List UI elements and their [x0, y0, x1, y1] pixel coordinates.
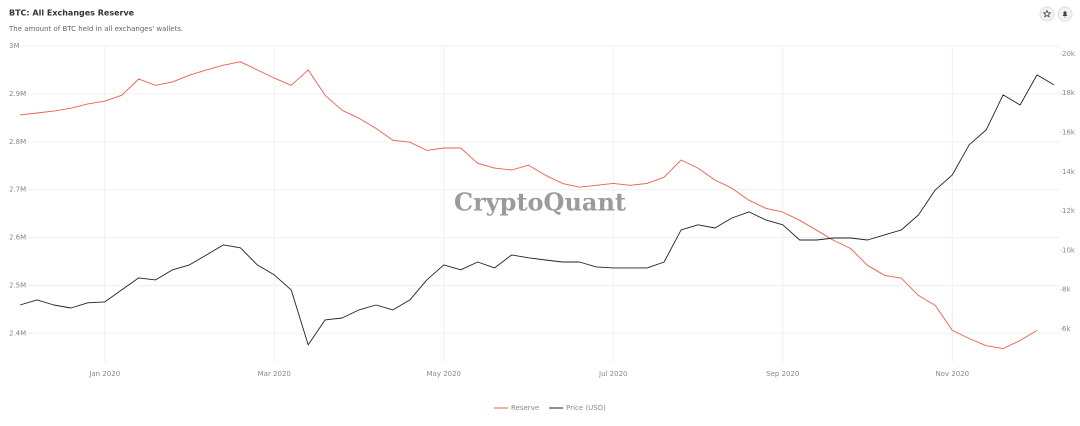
y-tick-label: 2.5M	[9, 281, 26, 289]
x-tick-label: Jul 2020	[598, 370, 628, 378]
x-tick-label: Mar 2020	[258, 370, 291, 378]
y-tick-label: 3M	[9, 42, 20, 50]
y2-tick-label: 18k	[1062, 89, 1076, 97]
y-tick-label: 2.6M	[9, 234, 26, 242]
star-button[interactable]	[1039, 6, 1055, 22]
x-tick-label: Sep 2020	[766, 370, 799, 378]
watermark: CryptoQuant	[454, 188, 626, 217]
bell-icon[interactable]	[1062, 11, 1068, 18]
x-tick-label: May 2020	[427, 370, 462, 378]
line-series	[19, 61, 1038, 350]
y2-tick-label: 16k	[1062, 128, 1076, 136]
y-tick-label: 2.9M	[9, 90, 26, 98]
legend-label: Reserve	[511, 404, 539, 412]
y-tick-label: 2.4M	[9, 329, 26, 337]
chart-title: BTC: All Exchanges Reserve	[9, 9, 135, 18]
y2-tick-label: 14k	[1062, 168, 1076, 176]
legend-label: Price (USD)	[566, 404, 606, 412]
y2-tick-label: 6k	[1062, 325, 1071, 333]
y-tick-label: 2.8M	[9, 138, 26, 146]
y2-tick-label: 12k	[1062, 207, 1076, 215]
star-button-bg[interactable]	[1039, 6, 1055, 22]
chart-subtitle: The amount of BTC held in all exchanges'…	[8, 25, 183, 33]
line-series	[19, 74, 1055, 346]
y2-tick-label: 10k	[1062, 246, 1076, 254]
x-tick-label: Nov 2020	[935, 370, 969, 378]
x-tick-label: Jan 2020	[88, 370, 120, 378]
y2-tick-label: 8k	[1062, 286, 1071, 294]
y-tick-label: 2.7M	[9, 186, 26, 194]
y2-tick-label: 20k	[1062, 50, 1076, 58]
star-icon[interactable]	[1042, 9, 1052, 18]
alert-button[interactable]	[1057, 6, 1073, 22]
